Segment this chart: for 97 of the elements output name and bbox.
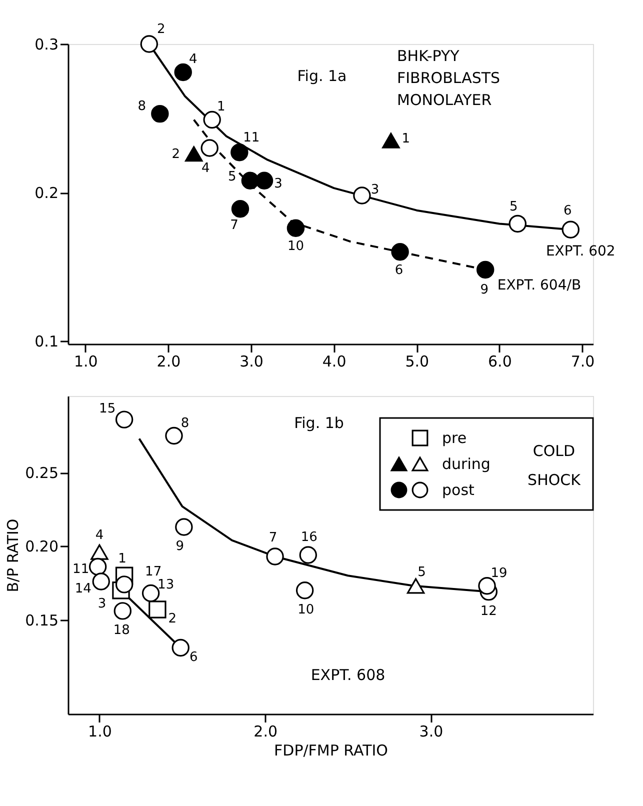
x-tick-label: 5.0: [405, 352, 430, 370]
annotation: 10: [298, 602, 314, 618]
y-tick-label: 0.20: [25, 538, 58, 556]
annotation: 8: [138, 98, 146, 114]
text: 2: [157, 22, 166, 37]
annotation: 11: [72, 562, 90, 577]
y-tick-label: 0.3: [34, 36, 58, 54]
annotation: 19: [490, 566, 508, 581]
point: [230, 144, 248, 162]
annotation: 5: [228, 170, 236, 185]
series-label: EXPT. 602: [546, 244, 616, 260]
point: [90, 544, 108, 560]
annotation: EXPT. 608: [310, 666, 386, 684]
annotation: 1: [402, 132, 410, 147]
point: [353, 186, 371, 204]
x-tick-label: 4.0: [322, 352, 346, 370]
x-tick-label: 7.0: [570, 352, 595, 370]
annotation: 16: [300, 530, 318, 545]
x-tick-label: 1.0: [88, 722, 112, 740]
annotation: 3: [274, 176, 282, 192]
point: [391, 243, 409, 261]
point: [203, 110, 221, 129]
point: [115, 410, 134, 428]
legend-label: during: [442, 455, 490, 473]
point: [175, 518, 193, 536]
point: [151, 104, 169, 123]
y-tick-label: 0.2: [34, 184, 58, 202]
point: [200, 139, 218, 157]
annotation: 12: [480, 604, 497, 619]
annotation: 4: [95, 528, 104, 544]
point: [476, 260, 494, 279]
x-tick-label: 2.0: [254, 722, 278, 740]
annotation: 18: [113, 622, 130, 638]
annotation: Fig. 1a: [297, 67, 347, 85]
annotation: 3: [98, 596, 106, 612]
annotation: 1: [118, 552, 126, 567]
annotation: 2: [172, 146, 180, 162]
annotation: 9: [480, 282, 488, 298]
point: [255, 172, 274, 190]
annotation: Fig. 1b: [294, 414, 344, 432]
annotation: 14: [74, 582, 92, 596]
annotation: 17: [145, 564, 162, 580]
annotation: 2: [168, 611, 177, 626]
point: [114, 602, 132, 620]
annotation: 1: [216, 100, 226, 115]
point: [185, 146, 203, 162]
x-axis-title: FDP/FMP RATIO: [274, 742, 388, 760]
annotation: 7: [230, 218, 238, 233]
series-label: EXPT. 604/B: [497, 278, 582, 294]
point: [172, 638, 190, 657]
y-tick-label: 0.1: [34, 332, 58, 351]
annotation: 4: [188, 52, 198, 68]
x-tick-label: 6.0: [488, 352, 512, 370]
annotation: 9: [176, 539, 184, 554]
point: [140, 35, 158, 53]
annotation: 6: [394, 262, 404, 278]
point: [508, 214, 527, 233]
point: [406, 578, 425, 594]
point: [174, 63, 192, 82]
annotation: 8: [180, 416, 190, 431]
y-axis-title: B/P RATIO: [4, 518, 22, 592]
point: [299, 546, 318, 564]
x-tick-label: 2.0: [156, 352, 181, 370]
y-tick-label: 0.25: [25, 464, 58, 482]
annotation: 13: [158, 577, 174, 592]
annotation: 6: [564, 204, 572, 219]
point: [562, 220, 580, 238]
y-tick-label: 0.15: [25, 611, 58, 630]
x-tick-label: 3.0: [419, 722, 444, 740]
annotation: 5: [418, 564, 426, 580]
x-tick-label: 1.0: [74, 352, 98, 370]
point: [142, 584, 160, 602]
annotation: 4: [201, 160, 210, 176]
annotation: 6: [189, 650, 198, 665]
point: [478, 577, 496, 595]
legend-label: post: [442, 481, 475, 499]
point: [241, 172, 260, 190]
point: [92, 572, 110, 590]
x-tick-label: 3.0: [240, 352, 264, 370]
point: [148, 600, 166, 618]
annotation: 10: [287, 239, 304, 254]
legend-label: pre: [442, 429, 467, 447]
annotation: BHK-PYY FIBROBLASTS MONOLAYER: [397, 47, 500, 109]
point: [286, 219, 305, 238]
point: [231, 200, 250, 218]
annotation: 15: [99, 402, 116, 417]
point: [88, 558, 107, 576]
point: [165, 426, 183, 445]
annotation: 11: [243, 130, 260, 146]
point: [296, 581, 314, 600]
point: [115, 576, 134, 594]
annotation: 7: [268, 530, 278, 546]
annotation: 5: [510, 200, 518, 215]
point: [266, 548, 284, 566]
annotation: 3: [370, 182, 380, 198]
point: [382, 132, 400, 148]
legend-title: COLD SHOCK: [528, 442, 582, 489]
